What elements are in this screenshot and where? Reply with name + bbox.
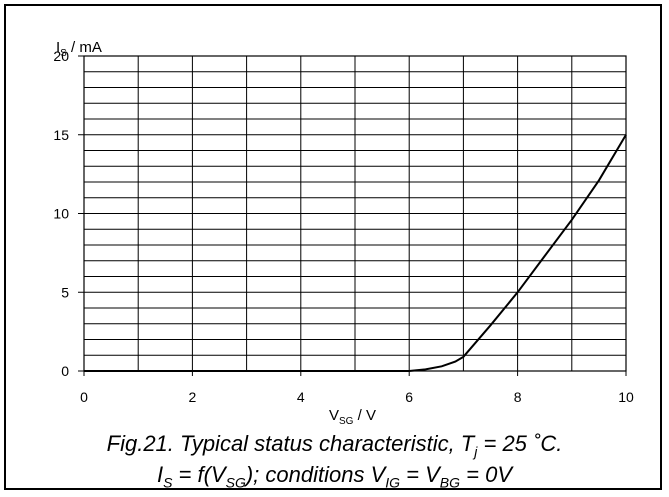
x-tick-label: 6 <box>405 389 413 405</box>
x-tick-label: 0 <box>80 389 88 405</box>
series-line <box>84 134 627 372</box>
caption-line-1: Fig.21. Typical status characteristic, T… <box>106 431 563 460</box>
grid <box>84 56 626 371</box>
x-tick-label: 8 <box>514 389 522 405</box>
tick-labels: 0 2 4 6 8 10 0 5 10 15 20 <box>53 48 634 405</box>
y-tick-label: 5 <box>61 284 69 300</box>
y-axis-label: IS / mA <box>56 39 102 59</box>
chart: 0 2 4 6 8 10 0 5 10 15 20 IS / mA VSG / V <box>53 39 634 427</box>
y-tick-label: 10 <box>53 206 69 222</box>
x-tick-label: 10 <box>618 389 634 405</box>
x-tick-label: 4 <box>297 389 305 405</box>
x-tick-label: 2 <box>189 389 197 405</box>
y-tick-label: 20 <box>53 48 69 64</box>
y-tick-label: 15 <box>53 127 69 143</box>
figure-caption: Fig.21. Typical status characteristic, T… <box>0 432 669 495</box>
x-axis-label: VSG / V <box>329 407 376 427</box>
caption-line-2: IS = f(VSG); conditions VIG = VBG = 0V <box>156 462 513 491</box>
y-tick-label: 0 <box>61 363 69 379</box>
